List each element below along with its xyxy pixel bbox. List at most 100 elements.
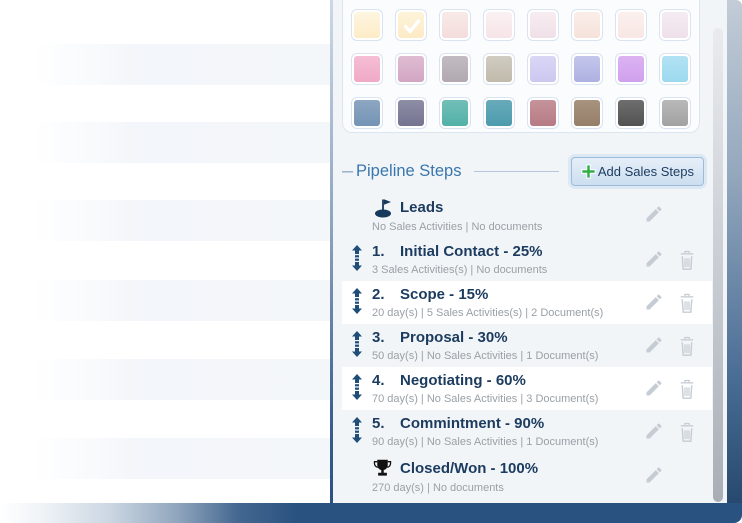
color-swatch-fill — [398, 12, 424, 38]
add-sales-steps-label: Add Sales Steps — [597, 163, 694, 179]
edit-pencil-icon[interactable] — [644, 292, 664, 314]
edit-pencil-icon[interactable] — [644, 249, 664, 271]
color-swatch-fill — [618, 12, 644, 38]
move-up-icon[interactable] — [351, 331, 363, 344]
color-swatch[interactable] — [571, 53, 603, 85]
move-up-icon[interactable] — [351, 417, 363, 430]
color-swatch-fill — [354, 56, 380, 82]
color-swatch-fill — [530, 56, 556, 82]
delete-trash-icon[interactable] — [677, 335, 697, 357]
color-swatch[interactable] — [395, 97, 427, 129]
step-number: 2. — [372, 286, 385, 303]
color-swatch[interactable] — [351, 9, 383, 41]
color-swatch[interactable] — [395, 9, 427, 41]
color-swatch[interactable] — [483, 97, 515, 129]
step-title: Proposal - 30% — [400, 329, 508, 346]
color-swatch[interactable] — [527, 9, 559, 41]
edit-pencil-icon[interactable] — [644, 378, 664, 400]
color-swatch[interactable] — [659, 53, 691, 85]
color-swatch[interactable] — [351, 97, 383, 129]
move-down-icon[interactable] — [351, 258, 363, 271]
vertical-scrollbar-thumb[interactable] — [713, 28, 723, 502]
move-up-icon[interactable] — [351, 374, 363, 387]
pipeline-steps-list: Leads No Sales Activities | No documents — [342, 192, 712, 499]
step-number: 4. — [372, 372, 385, 389]
color-swatch-fill — [442, 12, 468, 38]
move-down-icon[interactable] — [351, 344, 363, 357]
step-number: 1. — [372, 243, 385, 260]
color-swatch[interactable] — [351, 53, 383, 85]
move-down-icon[interactable] — [351, 430, 363, 443]
color-swatch-fill — [486, 12, 512, 38]
color-swatch[interactable] — [439, 53, 471, 85]
delete-trash-icon[interactable] — [677, 249, 697, 271]
color-swatch[interactable] — [439, 97, 471, 129]
move-up-icon[interactable] — [351, 288, 363, 301]
color-swatch[interactable] — [483, 9, 515, 41]
color-swatch[interactable] — [659, 9, 691, 41]
step-subtitle: 270 day(s) | No documents — [372, 482, 504, 494]
reorder-handle — [351, 331, 363, 357]
color-swatch[interactable] — [527, 53, 559, 85]
step-subtitle: 20 day(s) | 5 Sales Activities(s) | 2 Do… — [372, 307, 604, 319]
pipeline-step-row: 1. Initial Contact - 25% 3 Sales Activit… — [342, 238, 712, 281]
trophy-icon — [372, 458, 400, 479]
color-swatch-fill — [442, 100, 468, 126]
delete-trash-icon[interactable] — [677, 421, 697, 443]
edit-pencil-icon[interactable] — [644, 335, 664, 357]
move-up-icon[interactable] — [351, 245, 363, 258]
step-title: Scope - 15% — [400, 286, 489, 303]
reorder-handle — [351, 374, 363, 400]
faded-background-row — [34, 200, 334, 241]
color-swatch[interactable] — [571, 97, 603, 129]
color-palette-grid — [342, 0, 700, 133]
collapse-section-icon[interactable]: – — [342, 160, 354, 182]
color-swatch-fill — [618, 100, 644, 126]
step-subtitle: 70 day(s) | No Sales Activities | 3 Docu… — [372, 393, 599, 405]
window-right-border — [727, 0, 742, 503]
color-swatch-fill — [354, 100, 380, 126]
color-swatch[interactable] — [439, 9, 471, 41]
reorder-handle — [351, 417, 363, 443]
color-swatch-fill — [662, 12, 688, 38]
step-number: 3. — [372, 329, 385, 346]
color-swatch[interactable] — [483, 53, 515, 85]
color-swatch[interactable] — [615, 97, 647, 129]
color-swatch[interactable] — [527, 97, 559, 129]
faded-background-row — [34, 122, 334, 163]
color-swatch[interactable] — [615, 53, 647, 85]
color-swatch-fill — [442, 56, 468, 82]
color-swatch[interactable] — [615, 9, 647, 41]
color-swatch[interactable] — [659, 97, 691, 129]
step-subtitle: No Sales Activities | No documents — [372, 221, 543, 233]
color-swatch-fill — [574, 56, 600, 82]
delete-trash-icon[interactable] — [677, 292, 697, 314]
step-number: 5. — [372, 415, 385, 432]
move-down-icon[interactable] — [351, 387, 363, 400]
edit-pencil-icon[interactable] — [644, 421, 664, 443]
add-sales-steps-button[interactable]: Add Sales Steps — [570, 156, 704, 186]
color-swatch[interactable] — [571, 9, 603, 41]
pipeline-step-row: 4. Negotiating - 60% 70 day(s) | No Sale… — [342, 367, 712, 410]
faded-background-row — [34, 44, 334, 85]
edit-pencil-icon[interactable] — [644, 465, 664, 487]
color-swatch-fill — [354, 12, 380, 38]
delete-trash-icon[interactable] — [677, 378, 697, 400]
edit-pencil-icon[interactable] — [644, 204, 664, 226]
pipeline-step-row: 3. Proposal - 30% 50 day(s) | No Sales A… — [342, 324, 712, 367]
color-swatch-fill — [662, 100, 688, 126]
swatch-row — [343, 97, 699, 129]
color-swatch-fill — [662, 56, 688, 82]
checkmark-icon — [400, 14, 424, 43]
pipeline-step-row: 2. Scope - 15% 20 day(s) | 5 Sales Activ… — [342, 281, 712, 324]
section-title: Pipeline Steps — [356, 161, 462, 180]
move-down-icon[interactable] — [351, 301, 363, 314]
plus-icon — [581, 163, 596, 179]
color-swatch[interactable] — [395, 53, 427, 85]
color-swatch-fill — [398, 100, 424, 126]
step-number — [372, 457, 400, 479]
swatch-row — [343, 9, 699, 41]
panel-left-border — [330, 0, 333, 503]
step-title: Initial Contact - 25% — [400, 243, 543, 260]
faded-background-row — [34, 359, 334, 400]
